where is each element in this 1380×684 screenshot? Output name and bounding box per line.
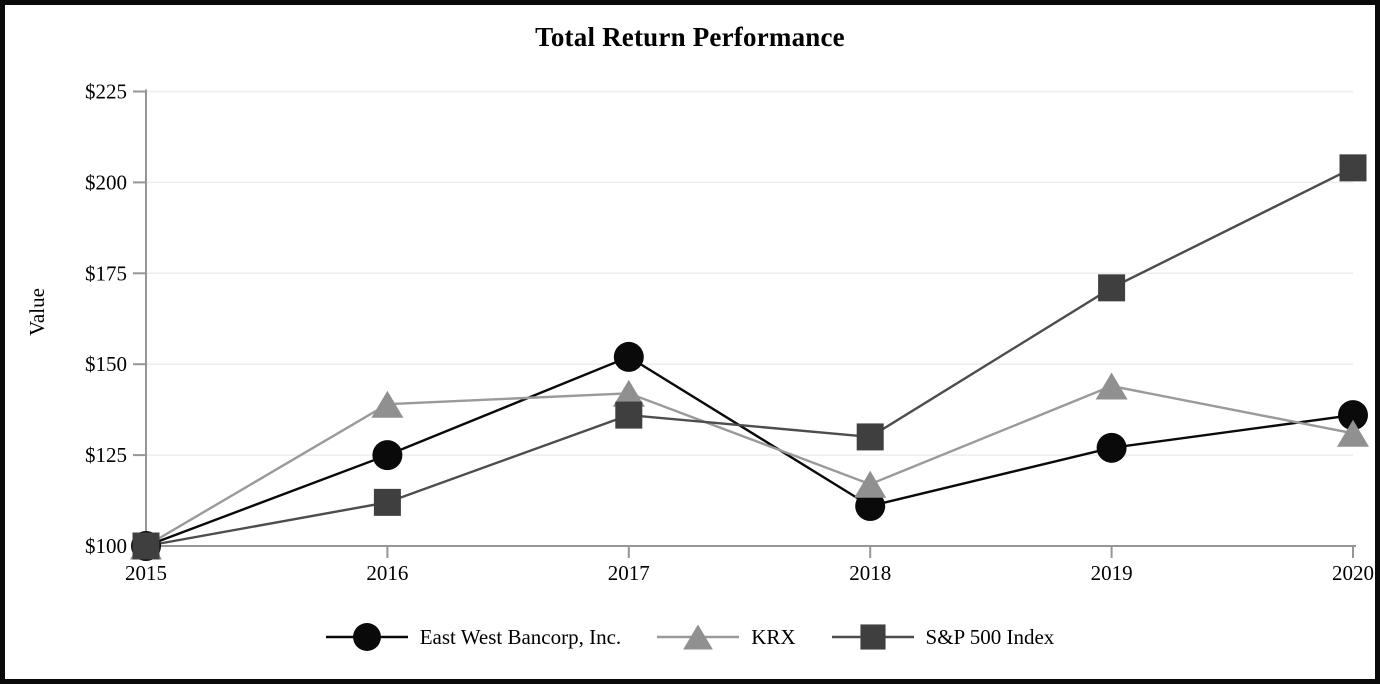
x-tick-label: 2018 <box>849 561 891 585</box>
y-tick-label: $200 <box>85 170 127 194</box>
x-tick-label: 2017 <box>608 561 650 585</box>
legend-label: KRX <box>751 624 796 649</box>
series-line-s-p-500-index <box>145 166 1354 548</box>
legend-marker-square-icon <box>831 624 914 650</box>
series-line-east-west-bancorp-inc <box>145 355 1354 548</box>
data-point-krx <box>371 390 404 418</box>
legend-marker-shape <box>683 624 714 650</box>
x-tick-label: 2020 <box>1332 561 1374 585</box>
y-tick-label: $150 <box>85 352 127 376</box>
data-point-s-p-500-index <box>615 401 643 429</box>
data-point-east-west-bancorp-inc <box>372 440 403 471</box>
data-point-s-p-500-index <box>132 532 160 560</box>
x-tick-label: 2019 <box>1091 561 1133 585</box>
y-tick-label: $100 <box>85 534 127 558</box>
y-tick-label: $175 <box>85 261 127 285</box>
y-tick-label: $125 <box>85 443 127 467</box>
data-point-krx <box>854 470 887 498</box>
data-point-east-west-bancorp-inc <box>1096 432 1127 463</box>
x-tick-label: 2015 <box>125 561 167 585</box>
data-point-krx <box>1095 372 1128 400</box>
chart-legend: East West Bancorp, Inc. KRX S&P 500 Index <box>0 619 1380 655</box>
data-point-east-west-bancorp-inc <box>613 341 644 372</box>
legend-marker-triangle-icon <box>657 624 740 650</box>
legend-marker-shape <box>352 623 381 651</box>
series-line-krx <box>145 384 1354 548</box>
legend-label: East West Bancorp, Inc. <box>419 624 622 649</box>
data-point-east-west-bancorp-inc <box>855 491 886 522</box>
data-point-s-p-500-index <box>373 488 401 516</box>
y-axis-title: Value <box>25 288 49 336</box>
chart-title: Total Return Performance <box>535 22 845 52</box>
legend-item-east-west-bancorp-inc: East West Bancorp, Inc. <box>325 619 622 655</box>
legend-item-s-p-500-index: S&P 500 Index <box>831 619 1055 655</box>
legend-label: S&P 500 Index <box>925 624 1055 649</box>
data-point-s-p-500-index <box>1098 274 1126 302</box>
data-point-east-west-bancorp-inc <box>1338 400 1368 431</box>
legend-marker-shape <box>859 624 886 650</box>
data-point-s-p-500-index <box>1339 154 1367 182</box>
data-point-krx <box>1337 419 1369 447</box>
legend-item-krx: KRX <box>657 619 796 655</box>
data-point-krx <box>612 379 645 407</box>
y-tick-label: $225 <box>85 80 127 104</box>
legend-marker-circle-icon <box>325 623 408 651</box>
data-point-s-p-500-index <box>856 423 884 451</box>
x-tick-label: 2016 <box>366 561 408 585</box>
